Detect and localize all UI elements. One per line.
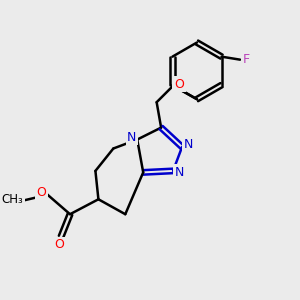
Text: N: N [184, 137, 193, 151]
Text: CH₃: CH₃ [2, 193, 24, 206]
Text: O: O [55, 238, 64, 251]
Text: N: N [175, 166, 184, 179]
Text: F: F [243, 53, 250, 66]
Text: O: O [36, 186, 46, 199]
Text: N: N [127, 131, 136, 144]
Text: O: O [174, 78, 184, 91]
